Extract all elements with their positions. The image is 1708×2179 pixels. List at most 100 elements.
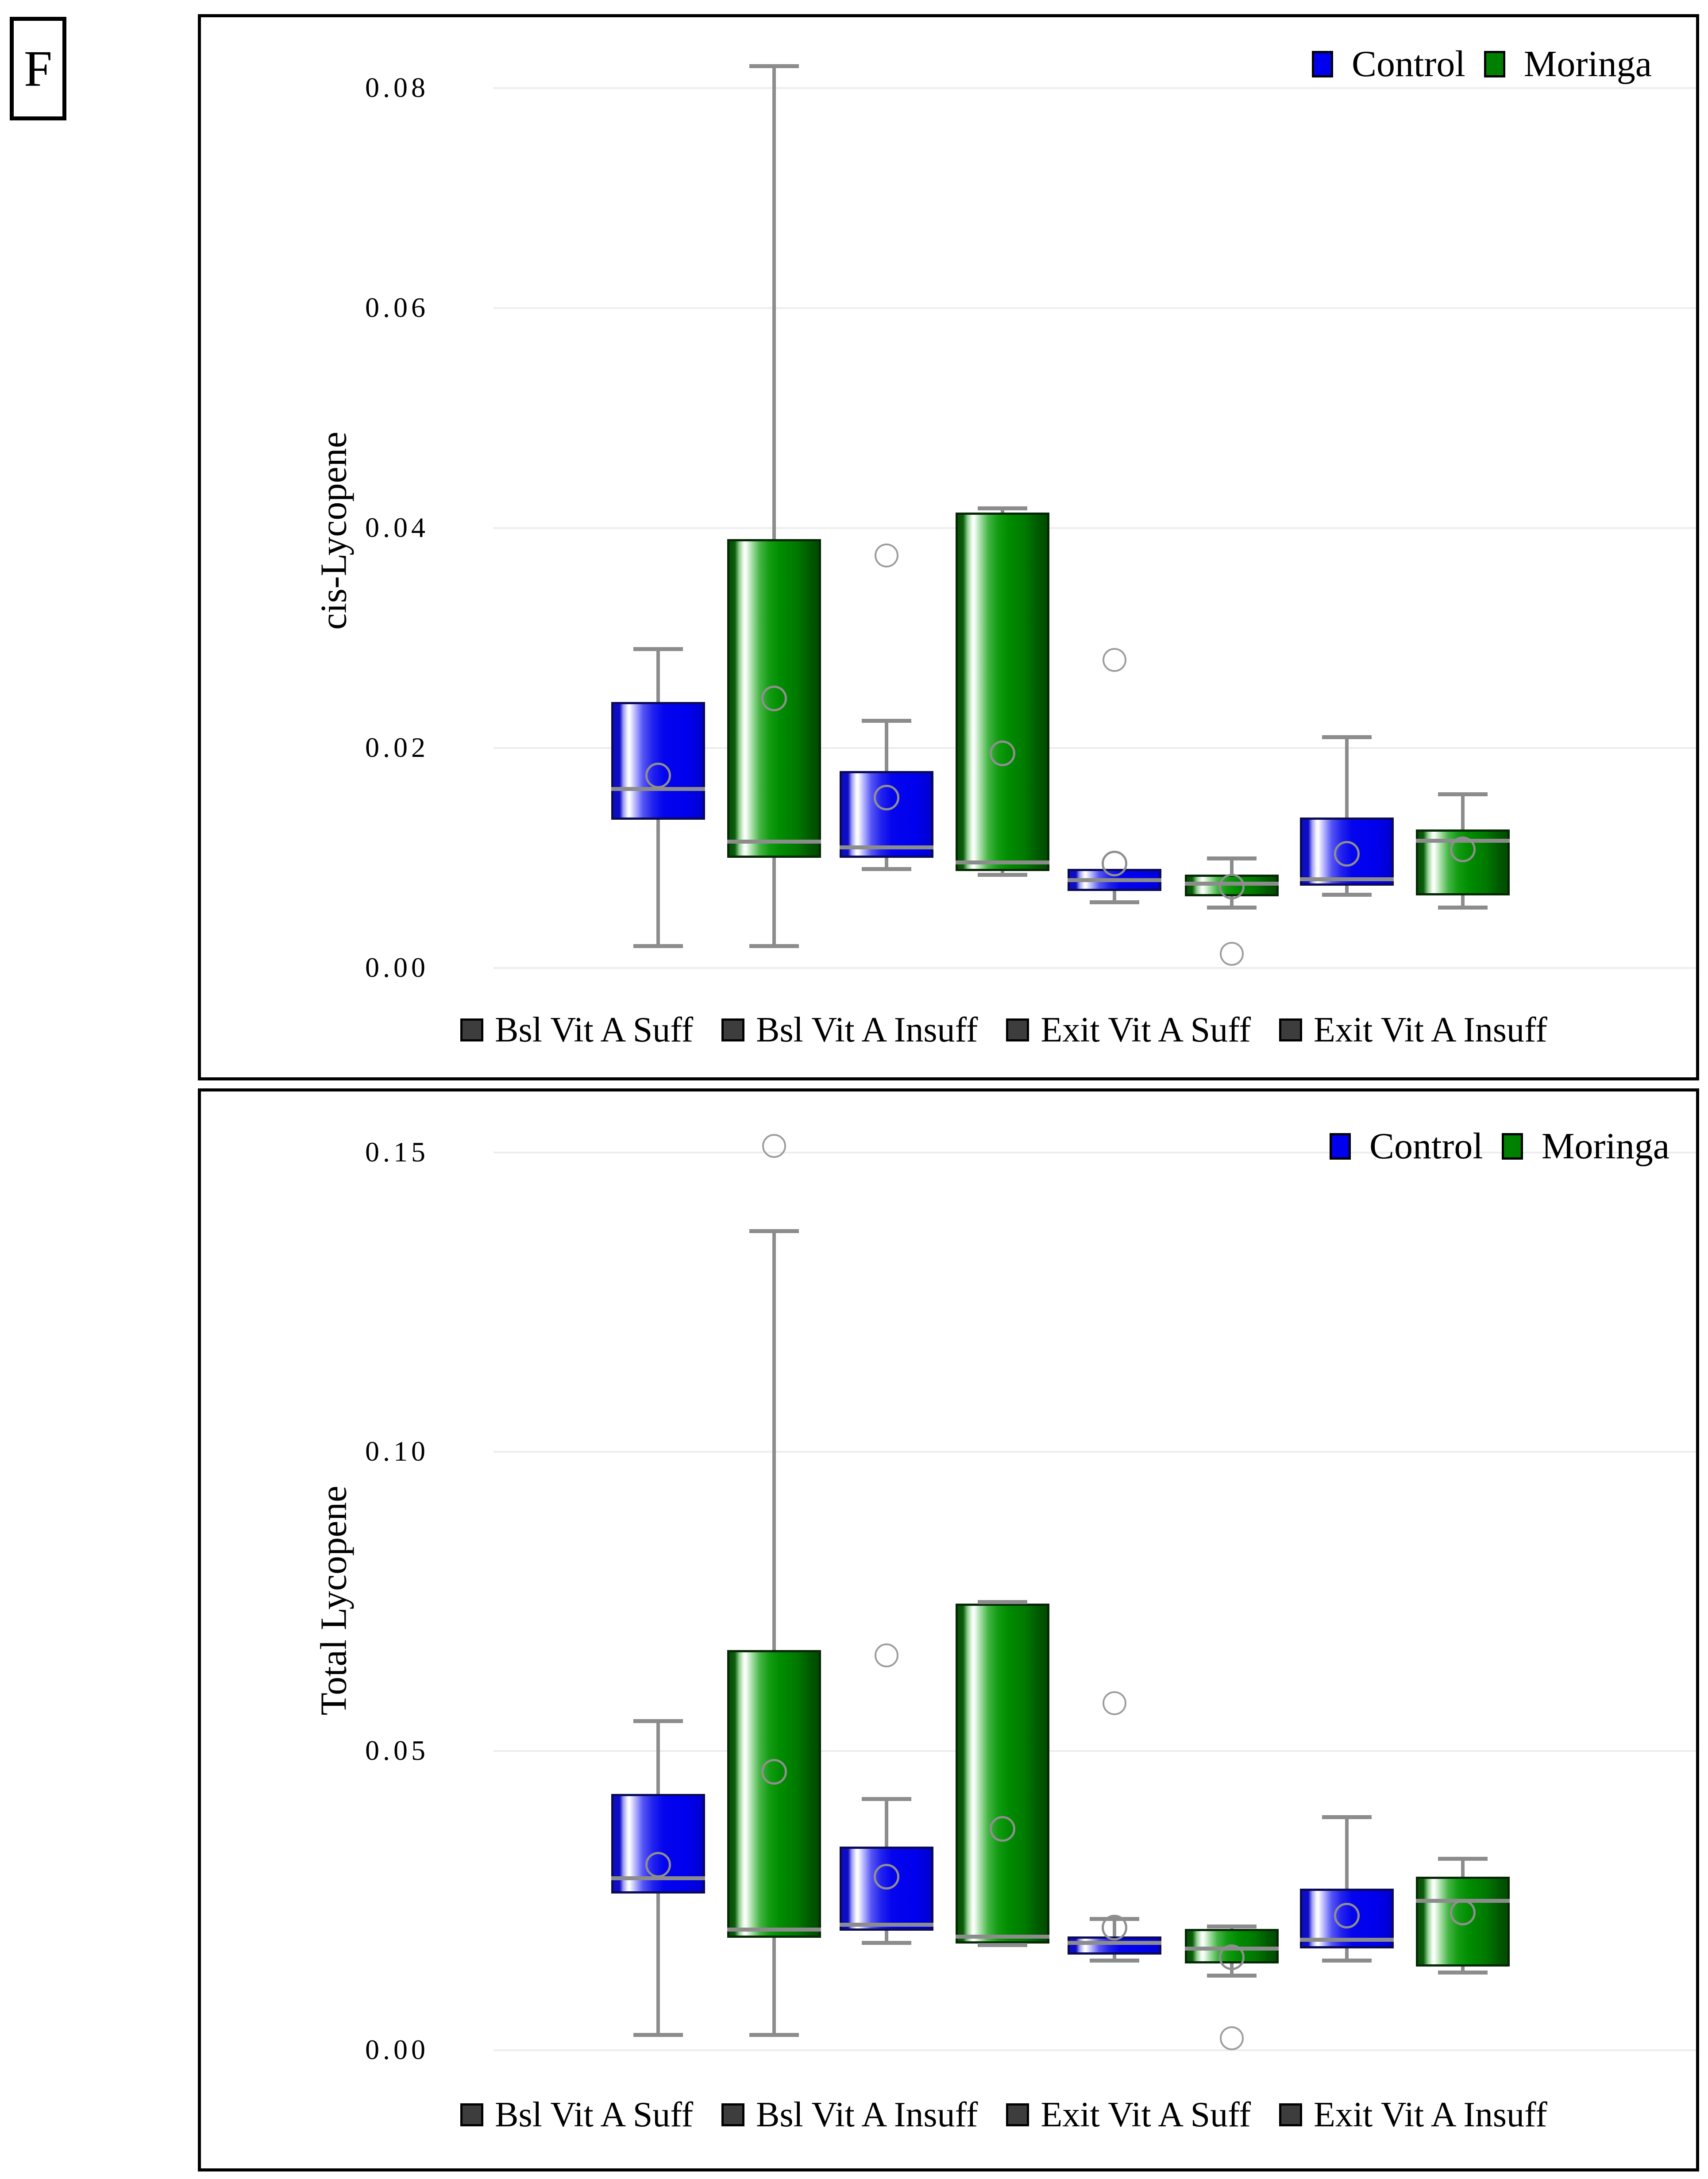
category-swatch-bsl-vit-a-suff <box>460 2103 484 2126</box>
median-control-bsl-vit-a-insuff <box>840 845 933 849</box>
y-tick-label-0.08: 0.08 <box>365 71 429 103</box>
gridline-0.05 <box>494 1750 1696 1752</box>
category-swatch-exit-vit-a-suff <box>1006 2103 1029 2126</box>
category-swatch-exit-vit-a-suff <box>1006 1018 1029 1041</box>
mean-marker-moringa-exit-vit-a-suff <box>1219 1944 1245 1971</box>
whisker-cap-high-control-bsl-vit-a-suff <box>633 647 683 652</box>
mean-marker-moringa-exit-vit-a-insuff <box>1450 1900 1476 1926</box>
category-legend: Bsl Vit A Suff Bsl Vit A Insuff Exit Vit A… <box>201 2097 1696 2133</box>
whisker-cap-high-control-bsl-vit-a-suff <box>633 1719 683 1724</box>
gridline-0.00 <box>494 2049 1696 2051</box>
whisker-cap-high-moringa-bsl-vit-a-suff <box>749 64 799 69</box>
whisker-cap-low-control-exit-vit-a-insuff <box>1322 1959 1372 1963</box>
mean-marker-control-exit-vit-a-insuff <box>1334 841 1360 867</box>
box-moringa-exit-vit-a-insuff <box>1416 1876 1510 1967</box>
whisker-cap-low-control-bsl-vit-a-suff <box>633 944 683 949</box>
whisker-moringa-bsl-vit-a-suff <box>772 66 776 946</box>
outlier-control-exit-vit-a-suff-0 <box>1103 648 1126 672</box>
y-axis-title: Total Lycopene <box>313 1485 355 1716</box>
whisker-cap-low-moringa-exit-vit-a-suff <box>1207 906 1257 910</box>
y-tick-label-0.04: 0.04 <box>365 511 429 543</box>
whisker-cap-high-moringa-bsl-vit-a-insuff <box>978 1600 1027 1604</box>
legend-swatch-control <box>1330 1133 1351 1160</box>
median-control-exit-vit-a-suff <box>1068 1940 1161 1945</box>
category-label-bsl-vit-a-suff: Bsl Vit A Suff <box>495 2095 694 2134</box>
category-swatch-exit-vit-a-insuff <box>1279 1018 1302 1041</box>
legend-swatch-moringa <box>1501 1133 1523 1160</box>
median-control-exit-vit-a-insuff <box>1300 1937 1394 1942</box>
mean-marker-control-bsl-vit-a-suff <box>645 763 671 789</box>
category-label-exit-vit-a-suff: Exit Vit A Suff <box>1041 1010 1251 1049</box>
series-legend: Control Moringa <box>1312 46 1652 83</box>
legend-swatch-control <box>1312 51 1334 77</box>
whisker-cap-low-control-bsl-vit-a-insuff <box>862 1940 911 1945</box>
category-item-bsl-vit-a-insuff: Bsl Vit A Insuff <box>721 2097 978 2133</box>
median-moringa-bsl-vit-a-suff <box>727 840 821 844</box>
category-swatch-bsl-vit-a-insuff <box>721 2103 745 2126</box>
whisker-cap-low-moringa-bsl-vit-a-suff <box>749 944 799 949</box>
category-item-exit-vit-a-insuff: Exit Vit A Insuff <box>1279 2097 1547 2133</box>
y-tick-label-0.00: 0.00 <box>365 951 429 983</box>
category-swatch-bsl-vit-a-insuff <box>721 1018 745 1041</box>
series-legend: Control Moringa <box>1330 1128 1669 1165</box>
category-swatch-bsl-vit-a-suff <box>460 1018 484 1041</box>
outlier-control-bsl-vit-a-insuff-0 <box>875 1643 898 1667</box>
category-item-exit-vit-a-insuff: Exit Vit A Insuff <box>1279 1012 1547 1048</box>
gridline-0.15 <box>494 1152 1696 1153</box>
y-tick-label-0.10: 0.10 <box>365 1435 429 1467</box>
whisker-cap-high-control-exit-vit-a-insuff <box>1322 1815 1372 1819</box>
legend-swatch-moringa <box>1484 51 1505 77</box>
whisker-cap-high-control-bsl-vit-a-insuff <box>862 1797 911 1801</box>
total-lycopene-chart-panel: Total Lycopene 0.00 0.05 0.10 0.15 Control M… <box>198 1088 1699 2171</box>
box-moringa-bsl-vit-a-insuff <box>956 513 1049 872</box>
category-label-exit-vit-a-suff: Exit Vit A Suff <box>1041 2095 1251 2134</box>
category-label-bsl-vit-a-insuff: Bsl Vit A Insuff <box>756 2095 978 2134</box>
category-label-bsl-vit-a-suff: Bsl Vit A Suff <box>495 1010 694 1049</box>
box-moringa-bsl-vit-a-suff <box>727 1650 821 1938</box>
whisker-cap-low-control-exit-vit-a-suff <box>1090 900 1139 904</box>
median-moringa-bsl-vit-a-insuff <box>956 1935 1049 1939</box>
mean-marker-control-bsl-vit-a-insuff <box>874 784 899 810</box>
whisker-moringa-bsl-vit-a-suff <box>772 1231 776 2035</box>
whisker-cap-high-moringa-bsl-vit-a-insuff <box>978 506 1027 511</box>
category-legend: Bsl Vit A Suff Bsl Vit A Insuff Exit Vit A… <box>201 1012 1696 1048</box>
gridline-0.08 <box>494 87 1696 89</box>
median-moringa-bsl-vit-a-suff <box>727 1927 821 1932</box>
whisker-cap-high-moringa-exit-vit-a-suff <box>1207 1924 1257 1929</box>
median-control-exit-vit-a-insuff <box>1300 877 1394 881</box>
whisker-cap-low-control-bsl-vit-a-insuff <box>862 867 911 872</box>
category-label-exit-vit-a-insuff: Exit Vit A Insuff <box>1313 1010 1547 1049</box>
outlier-moringa-exit-vit-a-suff-0 <box>1220 2026 1244 2050</box>
cis-lycopene-chart-panel: cis-Lycopene 0.00 0.02 0.04 0.06 0.08 Contro… <box>198 14 1699 1080</box>
category-item-exit-vit-a-suff: Exit Vit A Suff <box>1006 1012 1251 1048</box>
gridline-0.00 <box>494 967 1696 969</box>
category-item-exit-vit-a-suff: Exit Vit A Suff <box>1006 2097 1251 2133</box>
median-control-bsl-vit-a-suff <box>611 787 705 791</box>
whisker-cap-low-control-exit-vit-a-suff <box>1090 1959 1139 1963</box>
mean-marker-moringa-bsl-vit-a-suff <box>761 1759 787 1785</box>
category-item-bsl-vit-a-suff: Bsl Vit A Suff <box>460 2097 693 2133</box>
category-label-bsl-vit-a-insuff: Bsl Vit A Insuff <box>756 1010 978 1049</box>
mean-marker-moringa-exit-vit-a-suff <box>1219 874 1245 900</box>
whisker-cap-high-moringa-exit-vit-a-insuff <box>1438 1857 1488 1861</box>
whisker-cap-high-moringa-bsl-vit-a-suff <box>749 1229 799 1234</box>
outlier-control-bsl-vit-a-insuff-0 <box>875 544 898 568</box>
legend-label-control: Control <box>1369 1126 1483 1167</box>
whisker-cap-high-control-exit-vit-a-insuff <box>1322 735 1372 740</box>
gridline-0.04 <box>494 527 1696 529</box>
category-item-bsl-vit-a-suff: Bsl Vit A Suff <box>460 1012 693 1048</box>
box-moringa-bsl-vit-a-insuff <box>956 1604 1049 1944</box>
box-control-bsl-vit-a-suff <box>611 702 705 820</box>
whisker-cap-high-moringa-exit-vit-a-insuff <box>1438 792 1488 797</box>
whisker-cap-high-moringa-exit-vit-a-suff <box>1207 856 1257 860</box>
median-moringa-bsl-vit-a-insuff <box>956 860 1049 865</box>
category-swatch-exit-vit-a-insuff <box>1279 2103 1302 2126</box>
category-label-exit-vit-a-insuff: Exit Vit A Insuff <box>1313 2095 1547 2134</box>
category-item-bsl-vit-a-insuff: Bsl Vit A Insuff <box>721 1012 978 1048</box>
mean-marker-control-exit-vit-a-suff <box>1102 850 1127 876</box>
gridline-0.02 <box>494 747 1696 749</box>
gridline-0.10 <box>494 1451 1696 1453</box>
mean-marker-moringa-bsl-vit-a-insuff <box>990 740 1015 767</box>
mean-marker-moringa-exit-vit-a-insuff <box>1450 836 1476 862</box>
